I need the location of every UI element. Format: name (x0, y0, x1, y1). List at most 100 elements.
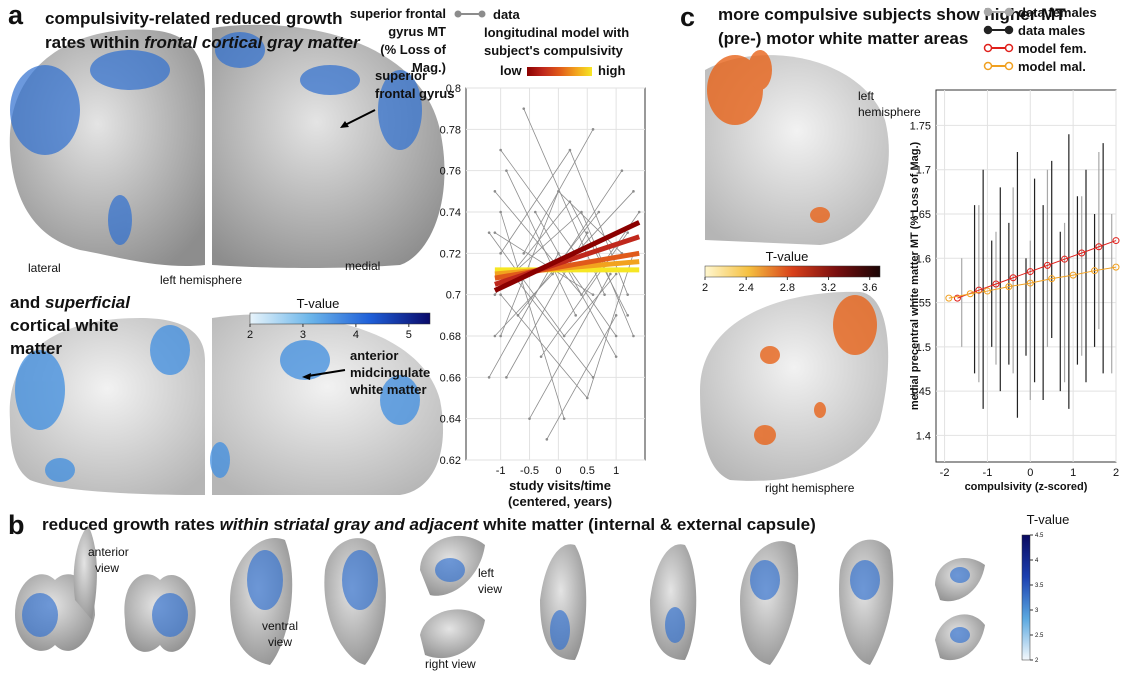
view-label: lateral (28, 261, 61, 275)
region-label: anterior midcingulate white matter (349, 348, 430, 397)
y-axis-label: (% Loss of (380, 42, 446, 57)
data-point (597, 210, 601, 214)
model-point (1026, 268, 1034, 276)
data-point (499, 334, 502, 338)
data-point (505, 376, 508, 379)
y-axis-label: gyrus MT (388, 24, 446, 39)
view-label: right hemisphere (765, 481, 855, 495)
y-tick-label: 0.64 (440, 414, 461, 426)
legend-label: data (493, 7, 521, 22)
legend-label: model mal. (1018, 59, 1086, 74)
legend-label: subject's compulsivity (484, 43, 624, 58)
data-point (551, 272, 554, 276)
panel-subtitle: and superficial cortical white matter (10, 293, 131, 358)
legend-label: data females (1018, 5, 1097, 20)
colorbar-tick-label: 4 (353, 329, 359, 341)
legend-marker (983, 43, 993, 53)
view-label: left hemisphere (160, 273, 242, 287)
data-point (499, 293, 502, 296)
data-point (614, 272, 618, 276)
model-point (945, 294, 953, 302)
data-point (493, 293, 497, 296)
data-point (493, 231, 497, 234)
colorbar-tick-label: 2.4 (739, 282, 754, 294)
data-point (620, 169, 624, 172)
colorbar-tick-label: 4 (1035, 558, 1039, 564)
data-point (609, 272, 612, 276)
colorbar-tick-label: 5 (406, 329, 412, 341)
colorbar-title: T-value (1027, 512, 1070, 527)
data-point (637, 210, 641, 214)
model-point (992, 280, 1000, 288)
model-point (983, 287, 991, 295)
model-point (966, 290, 974, 298)
model-point (1061, 255, 1069, 263)
y-tick-label: 1.75 (910, 120, 931, 132)
view-label: left view (478, 566, 502, 596)
model-point (1069, 271, 1077, 279)
data-point (562, 417, 566, 420)
data-point (493, 334, 497, 338)
data-point (505, 169, 508, 172)
data-line (534, 211, 617, 357)
y-tick-label: 1.6 (916, 253, 931, 265)
data-point (487, 231, 491, 234)
view-label: medial (345, 259, 380, 273)
panel-label: c (680, 2, 695, 32)
x-tick-label: -0.5 (520, 465, 539, 477)
x-tick-label: 0 (555, 465, 561, 477)
panel-label: b (8, 510, 25, 540)
model-point (975, 286, 983, 294)
colorbar-tick-label: 3.6 (862, 282, 877, 294)
region-label: superior frontal gyrus (375, 68, 454, 101)
y-tick-label: 0.7 (446, 290, 461, 302)
data-line (494, 232, 594, 296)
data-point (533, 210, 537, 214)
data-line (540, 232, 629, 357)
model-point (1005, 283, 1013, 291)
data-point (591, 128, 595, 131)
data-point (568, 148, 572, 152)
y-tick-label: 0.74 (440, 207, 461, 219)
brain-images (9, 24, 985, 665)
colorbar-title: T-value (297, 296, 340, 311)
legend-marker (1004, 25, 1014, 35)
colorbar-tick-label: 3.5 (1035, 583, 1044, 589)
data-point (528, 417, 531, 420)
model-line (948, 266, 1117, 299)
x-tick-label: 1 (1070, 467, 1076, 479)
data-line (546, 315, 617, 440)
data-point (585, 396, 589, 400)
view-label: right view (425, 657, 476, 671)
data-line (500, 211, 565, 419)
legend-label: data males (1018, 23, 1085, 38)
colorbar-tick-label: 2.5 (1035, 633, 1044, 639)
x-axis-label: study visits/time (509, 478, 611, 493)
y-tick-label: 0.62 (440, 455, 461, 467)
data-point (522, 107, 526, 110)
data-point (614, 314, 618, 317)
data-point (603, 293, 606, 296)
colorbar (704, 265, 881, 278)
x-tick-label: -1 (496, 465, 506, 477)
x-axis-label: (centered, years) (508, 494, 612, 509)
legend-marker (1004, 7, 1014, 17)
y-axis-label: superior frontal (350, 6, 446, 21)
y-tick-label: 1.7 (916, 165, 931, 177)
legend-marker (1004, 43, 1014, 53)
panel-title: compulsivity-related reduced growth rates… (45, 9, 361, 52)
legend-marker (983, 25, 993, 35)
model-point (953, 294, 961, 302)
data-point (632, 190, 635, 193)
data-point (562, 334, 566, 338)
legend-label: low (500, 63, 523, 78)
model-point (1078, 249, 1086, 257)
data-point (626, 314, 629, 317)
legend-marker (454, 10, 462, 18)
data-point (614, 334, 618, 338)
x-tick-label: 1 (613, 465, 619, 477)
model-point (1026, 279, 1034, 287)
view-label: left hemisphere (858, 89, 921, 119)
legend-marker (478, 10, 486, 18)
data-point (499, 210, 502, 214)
